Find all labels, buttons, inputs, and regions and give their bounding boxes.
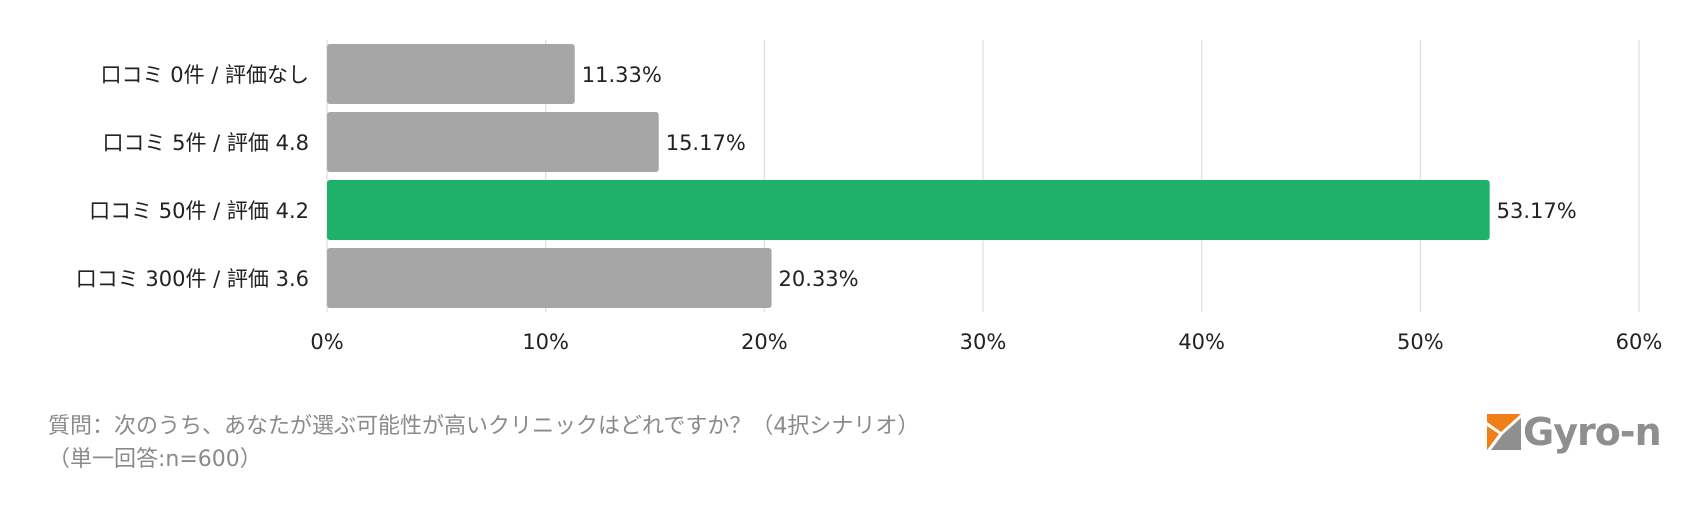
bar <box>327 180 1490 240</box>
x-tick-label: 10% <box>522 330 569 354</box>
bars <box>327 44 1490 308</box>
value-label: 15.17% <box>666 131 746 155</box>
category-label: 口コミ 5件 / 評価 4.8 <box>102 131 309 155</box>
caption-question: 質問：次のうち、あなたが選ぶ可能性が高いクリニックはどれですか？（4択シナリオ） <box>48 414 920 439</box>
category-label: 口コミ 300件 / 評価 3.6 <box>76 267 309 291</box>
labels: 0% 10% 20% 30% 40% 50% 60% 口コミ 0件 / 評価なし 11.33% 口… <box>76 63 1663 354</box>
logo-mark-icon <box>1487 414 1521 450</box>
category-label: 口コミ 50件 / 評価 4.2 <box>89 199 309 223</box>
value-label: 11.33% <box>582 63 662 87</box>
x-tick-label: 0% <box>310 330 343 354</box>
logo-text: Gyro-n <box>1523 410 1662 454</box>
x-tick-label: 40% <box>1178 330 1225 354</box>
bar <box>327 44 575 104</box>
x-tick-label: 50% <box>1397 330 1444 354</box>
value-label: 20.33% <box>779 267 859 291</box>
category-label: 口コミ 0件 / 評価なし <box>101 63 309 87</box>
bar-chart: 0% 10% 20% 30% 40% 50% 60% 口コミ 0件 / 評価なし 11.33% 口… <box>76 40 1663 354</box>
x-tick-label: 30% <box>960 330 1007 354</box>
chart-caption: 質問：次のうち、あなたが選ぶ可能性が高いクリニックはどれですか？（4択シナリオ）… <box>48 410 919 476</box>
caption-sample: （単一回答:n=600） <box>48 447 262 472</box>
x-tick-label: 60% <box>1616 330 1663 354</box>
value-label: 53.17% <box>1497 199 1577 223</box>
x-tick-label: 20% <box>741 330 788 354</box>
bar <box>327 112 659 172</box>
bar <box>327 248 772 308</box>
gyron-logo: Gyro-n <box>1487 410 1662 454</box>
